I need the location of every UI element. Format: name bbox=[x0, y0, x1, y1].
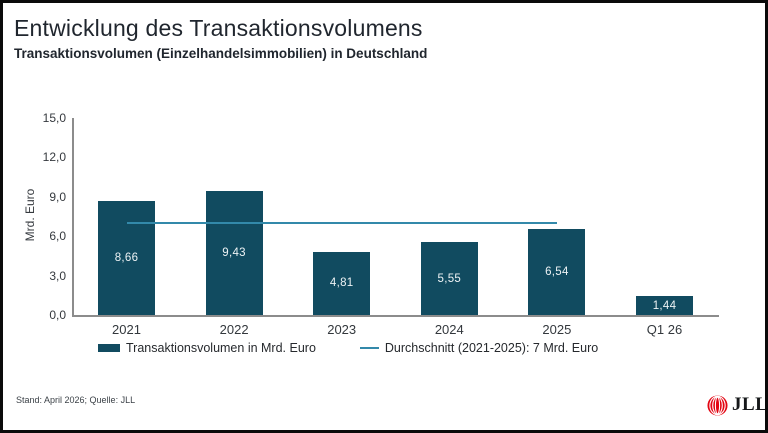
y-tick-label: 12,0 bbox=[42, 150, 66, 165]
bar-swatch-icon bbox=[98, 344, 120, 352]
y-axis-line bbox=[72, 118, 74, 316]
bar-value-label: 4,81 bbox=[329, 277, 354, 290]
bar-value-label: 5,55 bbox=[437, 272, 462, 285]
line-swatch-icon bbox=[359, 347, 379, 349]
average-line bbox=[126, 222, 557, 225]
jll-globe-icon bbox=[707, 394, 728, 416]
bar-value-label: 6,54 bbox=[545, 266, 569, 279]
x-tick-label: Q1 26 bbox=[646, 322, 683, 337]
bar-2024: 5,55 bbox=[420, 242, 478, 315]
bar-value-label: 8,66 bbox=[114, 252, 139, 265]
legend-item-average: Durchschnitt (2021-2025): 7 Mrd. Euro bbox=[359, 341, 599, 355]
page-title: Entwicklung des Transaktionsvolumens bbox=[14, 15, 423, 41]
legend-label-average: Durchschnitt (2021-2025): 7 Mrd. Euro bbox=[384, 341, 599, 355]
source-note: Stand: April 2026; Quelle: JLL bbox=[16, 395, 136, 405]
x-tick-label: 2024 bbox=[434, 322, 464, 337]
y-tick-label: 15,0 bbox=[42, 111, 66, 125]
y-tick-label: 6,0 bbox=[49, 229, 66, 244]
chart-legend: Transaktionsvolumen in Mrd. Euro Durchsc… bbox=[98, 341, 598, 355]
y-tick-label: 9,0 bbox=[49, 189, 66, 204]
x-tick-label: 2025 bbox=[542, 322, 572, 337]
jll-logo-text: JLL bbox=[732, 394, 768, 415]
x-tick-label: 2021 bbox=[112, 322, 141, 337]
page-subtitle: Transaktionsvolumen (Einzelhandelsimmobi… bbox=[14, 46, 428, 61]
bar-value-label: 1,44 bbox=[652, 299, 677, 312]
y-tick-label: 0,0 bbox=[49, 308, 66, 322]
bar-2023: 4,81 bbox=[313, 251, 371, 315]
legend-label-bars: Transaktionsvolumen in Mrd. Euro bbox=[126, 341, 316, 355]
x-tick-label: 2023 bbox=[327, 322, 357, 337]
bar-2022: 9,43 bbox=[205, 191, 263, 315]
bar-2021: 8,66 bbox=[98, 201, 155, 315]
legend-item-bars: Transaktionsvolumen in Mrd. Euro bbox=[98, 341, 316, 355]
y-tick-label: 3,0 bbox=[49, 268, 66, 283]
plot-area: Mrd. Euro 0,0 3,0 6,0 9,0 12,0 15,0 8,66 2021 9,… bbox=[3, 3, 765, 430]
jll-logo: JLL bbox=[707, 394, 768, 416]
x-tick-label: 2022 bbox=[219, 322, 249, 337]
bar-Q1 26: 1,44 bbox=[636, 296, 693, 315]
bar-2025: 6,54 bbox=[528, 229, 586, 315]
x-axis-line bbox=[72, 315, 719, 317]
bar-value-label: 9,43 bbox=[222, 247, 246, 260]
